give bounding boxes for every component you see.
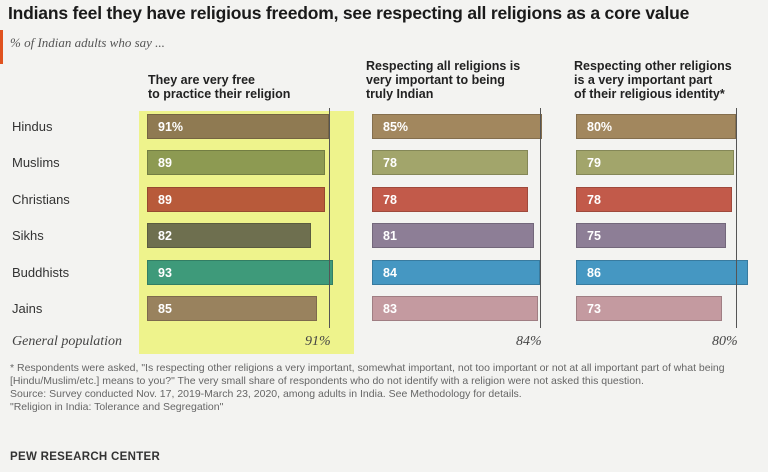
panel-header-line: is a very important part: [574, 73, 713, 87]
row-label: Hindus: [12, 119, 53, 134]
bar-value-label: 93: [158, 265, 172, 280]
bar: 78: [372, 150, 528, 176]
panel-header: They are very free to practice their reli…: [148, 73, 290, 101]
bar: 81: [372, 223, 534, 249]
row-label: Sikhs: [12, 228, 44, 244]
bar-value-label: 75: [587, 229, 601, 244]
bar: 91%: [147, 114, 329, 139]
general-population-line: [540, 108, 541, 329]
general-population-line: [736, 108, 737, 329]
panel-header-line: Respecting all religions is: [366, 59, 521, 73]
footnote: * Respondents were asked, "Is respecting…: [10, 362, 762, 414]
source-note: Source: Survey conducted Nov. 17, 2019-M…: [10, 388, 522, 400]
bar-value-label: 85: [158, 302, 172, 316]
panel-header-line: truly Indian: [366, 87, 434, 101]
bar-value-label: 85%: [383, 120, 409, 134]
bar-value-label: 80%: [587, 120, 613, 134]
bar: 79: [576, 150, 734, 176]
bar: 89: [147, 186, 325, 212]
chart-subtitle: % of Indian adults who say ...: [10, 35, 165, 50]
bar-value-label: 78: [383, 156, 397, 171]
bar-value-label: 86: [587, 265, 601, 280]
bar-value-label: 78: [383, 192, 397, 207]
accent-bar: [0, 30, 3, 64]
bar-value-label: 83: [383, 302, 397, 316]
panel-header: Respecting other religions is a very impo…: [574, 59, 732, 101]
bar: 85: [147, 296, 317, 321]
bar: 82: [147, 223, 311, 249]
bar: 86: [576, 259, 748, 285]
bar-value-label: 78: [587, 192, 601, 207]
bar-value-label: 82: [158, 229, 172, 244]
bar: 83: [372, 296, 538, 321]
bar-value-label: 81: [383, 229, 397, 244]
row-label: Jains: [12, 301, 43, 316]
general-population-value: 91%: [305, 334, 331, 349]
row-label: Christians: [12, 191, 70, 207]
bar: 93: [147, 259, 333, 285]
bar-value-label: 91%: [158, 120, 184, 134]
general-population-value: 80%: [712, 334, 738, 349]
panel-header-line: very important to being: [366, 73, 505, 87]
bar: 89: [147, 150, 325, 176]
bar: 78: [372, 186, 528, 212]
bar: 78: [576, 186, 732, 212]
report-title: "Religion in India: Tolerance and Segreg…: [10, 401, 224, 413]
bar: 73: [576, 296, 722, 321]
bar-value-label: 84: [383, 265, 397, 280]
panel-header: Respecting all religions is very importan…: [366, 59, 520, 101]
footnote-text: * Respondents were asked, "Is respecting…: [10, 362, 725, 387]
brand-label: PEW RESEARCH CENTER: [10, 451, 161, 463]
row-label: Muslims: [12, 155, 60, 171]
panel-header-line: Respecting other religions: [574, 59, 732, 73]
bar-value-label: 89: [158, 156, 172, 171]
bar-value-label: 89: [158, 192, 172, 207]
row-label: Buddhists: [12, 264, 70, 280]
bar: 84: [372, 259, 540, 285]
general-population-value: 84%: [516, 334, 542, 349]
bar: 80%: [576, 114, 736, 139]
bar: 85%: [372, 114, 542, 139]
panel-header-line: to practice their religion: [148, 87, 291, 101]
general-population-line: [329, 108, 330, 329]
chart-title: Indians feel they have religious freedom…: [8, 3, 690, 23]
panel-header-line: They are very free: [148, 73, 256, 87]
bar: 75: [576, 223, 726, 249]
bar-value-label: 73: [587, 302, 601, 316]
panel-header-line: of their religious identity*: [574, 87, 725, 101]
general-population-label: General population: [12, 334, 123, 349]
bar-value-label: 79: [587, 156, 601, 171]
